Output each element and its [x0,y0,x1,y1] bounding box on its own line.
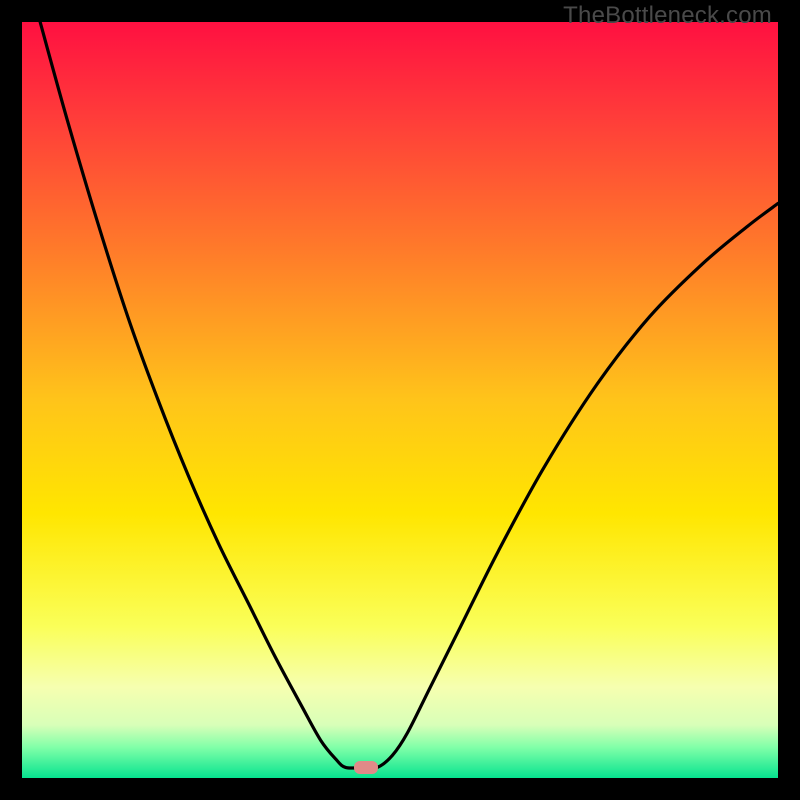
optimal-point-marker [354,761,378,774]
bottleneck-chart: TheBottleneck.com [0,0,800,800]
bottleneck-curve [22,22,778,778]
watermark-text: TheBottleneck.com [563,2,772,30]
